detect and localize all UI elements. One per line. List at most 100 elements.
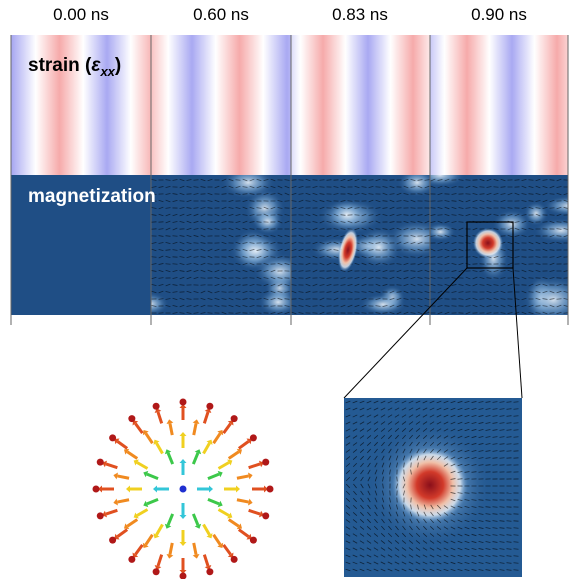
arrow	[292, 257, 297, 258]
arrow	[431, 292, 436, 293]
spin-ball	[109, 537, 116, 544]
skyrmion	[473, 228, 503, 258]
spin-arrow	[168, 453, 173, 464]
arrow	[514, 563, 519, 564]
spin-arrow	[193, 514, 198, 525]
spin-head	[180, 459, 187, 463]
arrow	[550, 215, 555, 216]
arrow	[299, 180, 304, 181]
arrow	[306, 250, 311, 251]
spin-arrow	[137, 463, 147, 469]
spin-arrow	[146, 433, 153, 443]
arrow	[222, 292, 227, 293]
arrow	[257, 313, 262, 314]
arrow	[465, 493, 470, 494]
spin-arrow	[135, 545, 142, 555]
spin-arrow	[239, 530, 249, 537]
arrow	[514, 409, 519, 410]
spin-arrow	[127, 520, 137, 527]
arrow	[514, 423, 519, 424]
arrow	[466, 292, 471, 293]
spin-ball	[97, 512, 104, 519]
spin-ball	[93, 486, 100, 493]
spin-arrow	[229, 520, 239, 527]
spin-arrow	[135, 423, 142, 433]
arrow	[550, 208, 555, 209]
spin-head	[236, 486, 240, 493]
arrow	[514, 549, 519, 550]
arrow	[390, 264, 395, 265]
arrow	[257, 285, 262, 286]
arrow	[355, 292, 360, 293]
spin-arrow	[237, 476, 249, 478]
arrow	[500, 514, 505, 515]
spin-ball	[97, 459, 104, 466]
arrow	[327, 313, 332, 314]
strain-panel	[151, 35, 291, 175]
spin-arrow	[208, 499, 219, 504]
arrow	[438, 201, 443, 202]
spin-arrow	[168, 514, 173, 525]
spin-head	[113, 472, 118, 479]
arrow	[479, 472, 484, 473]
spin-head	[193, 419, 200, 424]
arrow	[327, 306, 332, 307]
spin-arrow	[147, 474, 158, 479]
spin-arrow	[204, 525, 210, 535]
spin-arrow	[237, 500, 249, 502]
time-label: 0.60 ns	[193, 5, 249, 24]
spin-arrow	[214, 433, 221, 443]
spin-arrow	[146, 535, 153, 545]
arrow	[529, 180, 534, 181]
spin-arrow	[127, 452, 137, 459]
spin-arrow	[117, 530, 127, 537]
arrow	[306, 299, 311, 300]
spin-arrow	[193, 453, 198, 464]
spin-ball	[250, 434, 257, 441]
spin-ball	[109, 434, 116, 441]
arrow	[438, 215, 443, 216]
arrow	[501, 208, 506, 209]
texture-patch	[356, 227, 402, 268]
spin-arrow	[239, 441, 249, 448]
arrow	[201, 278, 206, 279]
spin-ball	[206, 568, 213, 575]
spin-arrow	[208, 474, 219, 479]
arrow	[397, 208, 402, 209]
arrow	[411, 208, 416, 209]
arrow	[507, 528, 512, 529]
spin-ball	[180, 399, 187, 406]
skyrmion-schematic	[93, 399, 274, 579]
spin-arrow	[147, 499, 158, 504]
spin-arrow	[224, 545, 231, 555]
spin-head	[209, 486, 213, 493]
spin-arrow	[219, 463, 229, 469]
figure: 0.00 ns 0.60 ns 0.83 ns 0.90 ns strain (…	[0, 0, 571, 579]
spin-arrow	[157, 443, 163, 453]
arrow	[173, 264, 178, 265]
spin-head	[113, 499, 118, 506]
arrow	[514, 535, 519, 536]
spin-arrow	[214, 535, 221, 545]
arrow	[507, 444, 512, 445]
arrow	[514, 570, 519, 571]
texture-patch	[360, 293, 407, 315]
arrow	[173, 236, 178, 237]
time-label: 0.83 ns	[332, 5, 388, 24]
arrow	[514, 416, 519, 417]
arrow	[493, 507, 498, 508]
spin-ball	[206, 403, 213, 410]
spin-arrow	[194, 423, 196, 435]
arrow	[194, 243, 199, 244]
spin-arrow	[249, 510, 260, 514]
spin-arrow	[204, 555, 208, 566]
time-label: 0.90 ns	[471, 5, 527, 24]
arrow	[507, 521, 512, 522]
spin-arrow	[157, 525, 163, 535]
arrow	[292, 271, 297, 272]
spin-head	[248, 499, 253, 506]
arrow	[529, 292, 534, 293]
arrow	[514, 402, 519, 403]
spin-arrow	[137, 510, 147, 516]
spin-arrow	[117, 441, 127, 448]
